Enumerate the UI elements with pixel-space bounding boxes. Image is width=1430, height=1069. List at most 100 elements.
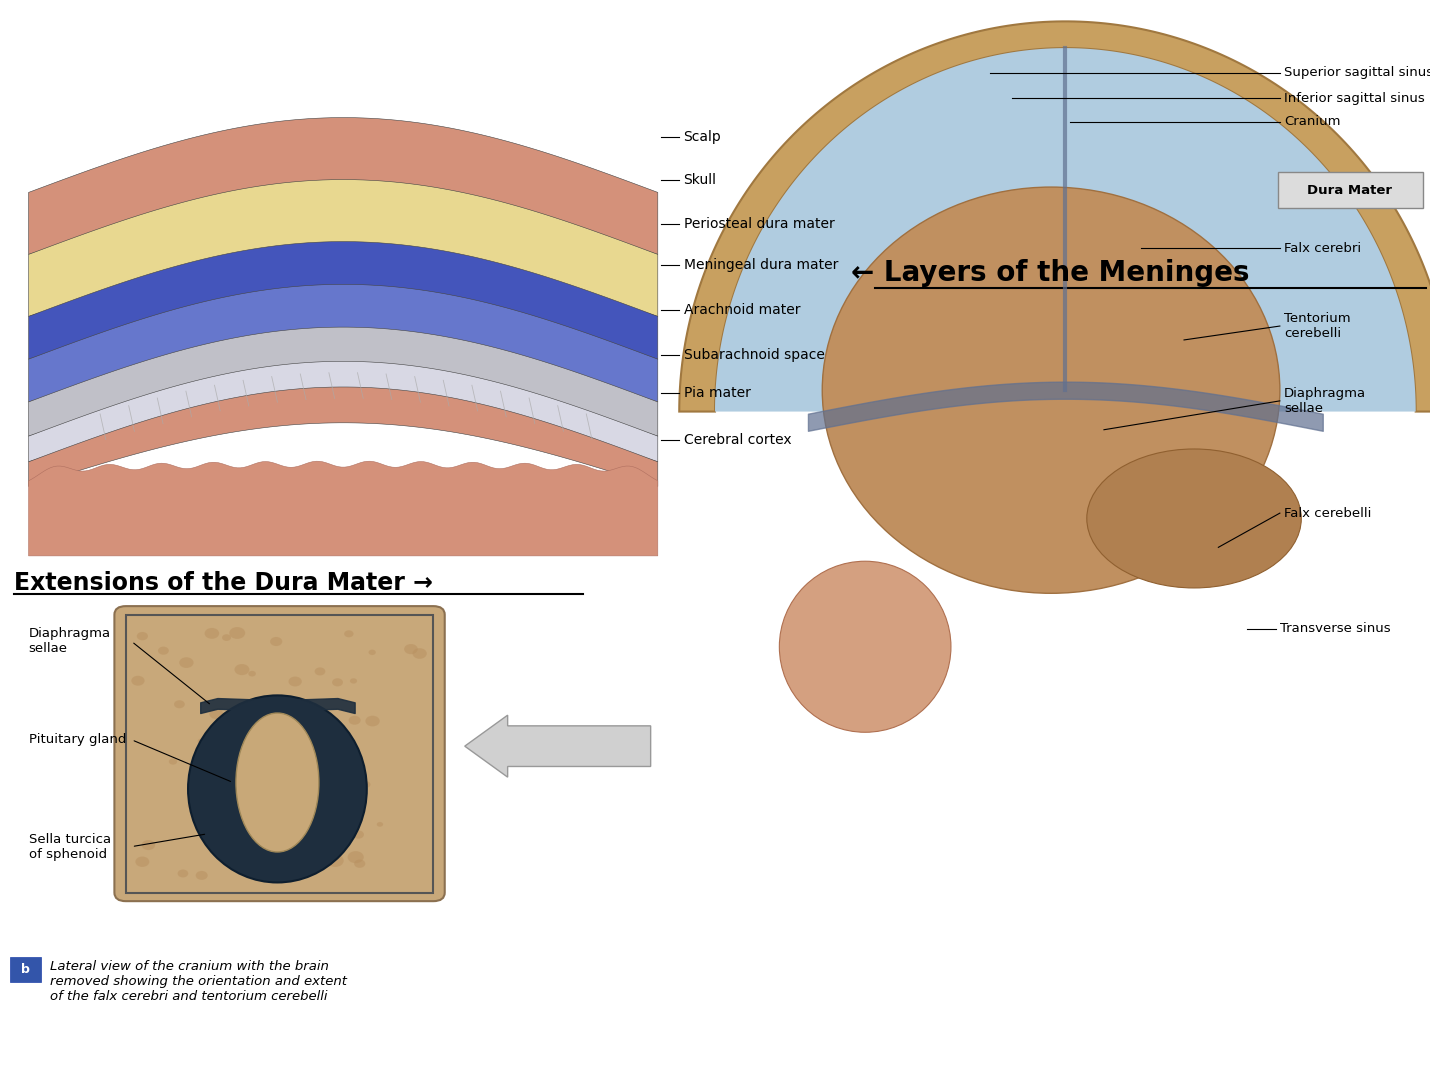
Circle shape xyxy=(287,852,300,862)
Circle shape xyxy=(296,790,309,800)
Circle shape xyxy=(345,631,353,637)
Circle shape xyxy=(196,871,207,880)
Text: Arachnoid mater: Arachnoid mater xyxy=(684,303,799,317)
Circle shape xyxy=(132,676,144,685)
Circle shape xyxy=(320,758,333,768)
Polygon shape xyxy=(29,387,658,486)
Circle shape xyxy=(320,765,335,777)
Circle shape xyxy=(256,783,273,795)
Text: Cranium: Cranium xyxy=(1284,115,1341,128)
Circle shape xyxy=(327,854,343,867)
Circle shape xyxy=(262,839,273,848)
Circle shape xyxy=(137,632,147,640)
Text: Diaphragma
sellae: Diaphragma sellae xyxy=(29,628,110,655)
Circle shape xyxy=(349,716,360,725)
Circle shape xyxy=(332,678,343,686)
Circle shape xyxy=(327,846,335,852)
Circle shape xyxy=(362,781,370,788)
Circle shape xyxy=(347,851,363,863)
Circle shape xyxy=(376,822,383,826)
Text: Cerebral cortex: Cerebral cortex xyxy=(684,433,791,448)
Ellipse shape xyxy=(1087,449,1301,588)
Circle shape xyxy=(174,700,184,709)
Text: Falx cerebelli: Falx cerebelli xyxy=(1284,507,1371,520)
Polygon shape xyxy=(29,327,658,436)
Circle shape xyxy=(142,840,154,850)
Polygon shape xyxy=(29,242,658,359)
Text: Periosteal dura mater: Periosteal dura mater xyxy=(684,217,834,232)
Circle shape xyxy=(412,648,426,659)
Circle shape xyxy=(229,628,245,639)
Circle shape xyxy=(329,799,343,809)
Polygon shape xyxy=(29,180,658,316)
Circle shape xyxy=(179,657,193,668)
Circle shape xyxy=(353,831,365,839)
Text: Transverse sinus: Transverse sinus xyxy=(1280,622,1390,635)
Ellipse shape xyxy=(779,561,951,732)
Circle shape xyxy=(177,869,189,878)
Bar xyxy=(126,615,433,893)
Circle shape xyxy=(266,812,276,819)
Circle shape xyxy=(209,709,223,719)
Circle shape xyxy=(222,634,232,641)
Polygon shape xyxy=(715,48,1416,412)
Circle shape xyxy=(236,859,243,865)
Polygon shape xyxy=(29,361,658,462)
Circle shape xyxy=(237,760,246,766)
Circle shape xyxy=(270,637,282,646)
Circle shape xyxy=(249,870,260,879)
Text: Lateral view of the cranium with the brain
removed showing the orientation and e: Lateral view of the cranium with the bra… xyxy=(50,960,347,1003)
Text: Skull: Skull xyxy=(684,172,716,187)
Text: Subarachnoid space: Subarachnoid space xyxy=(684,347,825,362)
FancyBboxPatch shape xyxy=(114,606,445,901)
Circle shape xyxy=(256,825,266,833)
FancyBboxPatch shape xyxy=(1278,172,1423,208)
Ellipse shape xyxy=(822,187,1280,593)
Text: Extensions of the Dura Mater →: Extensions of the Dura Mater → xyxy=(14,571,433,594)
Circle shape xyxy=(405,644,418,654)
Polygon shape xyxy=(29,461,658,556)
Text: Dura Mater: Dura Mater xyxy=(1307,184,1393,197)
Circle shape xyxy=(350,678,358,683)
Ellipse shape xyxy=(189,696,366,882)
Text: Falx cerebri: Falx cerebri xyxy=(1284,242,1361,254)
Text: Pia mater: Pia mater xyxy=(684,386,751,401)
Circle shape xyxy=(296,835,312,847)
Circle shape xyxy=(282,769,287,773)
Text: Diaphragma
sellae: Diaphragma sellae xyxy=(1284,387,1366,415)
FancyArrow shape xyxy=(465,715,651,777)
Circle shape xyxy=(336,765,345,772)
Text: Superior sagittal sinus: Superior sagittal sinus xyxy=(1284,66,1430,79)
FancyBboxPatch shape xyxy=(10,957,41,982)
Circle shape xyxy=(293,804,299,808)
Circle shape xyxy=(136,856,149,867)
Circle shape xyxy=(210,804,223,814)
Circle shape xyxy=(349,765,365,777)
Text: Tentorium
cerebelli: Tentorium cerebelli xyxy=(1284,312,1351,340)
Circle shape xyxy=(157,647,169,654)
Text: Inferior sagittal sinus: Inferior sagittal sinus xyxy=(1284,92,1424,105)
Circle shape xyxy=(275,812,292,825)
Text: Meningeal dura mater: Meningeal dura mater xyxy=(684,258,838,273)
Ellipse shape xyxy=(236,713,319,852)
Circle shape xyxy=(289,677,302,686)
Circle shape xyxy=(295,847,302,851)
Circle shape xyxy=(187,801,200,810)
Text: b: b xyxy=(21,963,30,976)
Circle shape xyxy=(197,739,204,743)
Polygon shape xyxy=(29,284,658,402)
Circle shape xyxy=(249,671,256,677)
Polygon shape xyxy=(29,118,658,254)
Circle shape xyxy=(369,650,376,655)
Circle shape xyxy=(355,859,365,868)
Text: Scalp: Scalp xyxy=(684,129,721,144)
Circle shape xyxy=(365,715,380,727)
Circle shape xyxy=(204,628,219,639)
Circle shape xyxy=(235,664,249,676)
Circle shape xyxy=(169,758,177,764)
Polygon shape xyxy=(679,21,1430,412)
Text: ← Layers of the Meninges: ← Layers of the Meninges xyxy=(851,259,1250,286)
Circle shape xyxy=(315,667,326,676)
Circle shape xyxy=(299,714,306,718)
Text: Pituitary gland: Pituitary gland xyxy=(29,733,126,746)
